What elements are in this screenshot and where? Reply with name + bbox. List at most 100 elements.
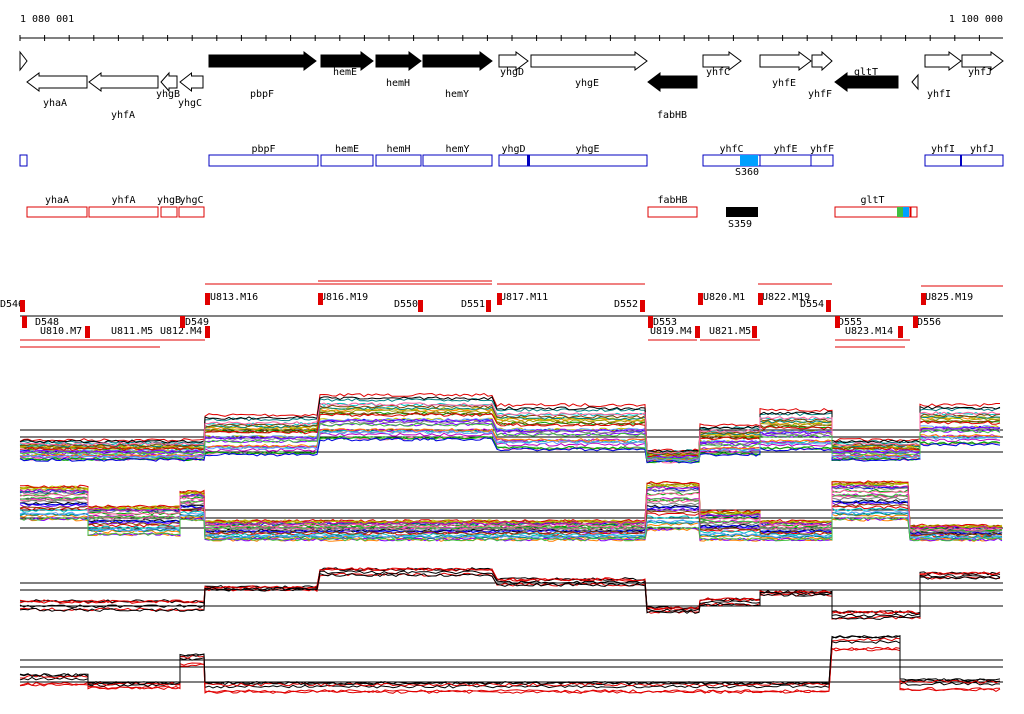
- red-mark: [897, 207, 903, 217]
- red-label: yhfA: [111, 195, 135, 206]
- segment-mark: [752, 326, 757, 338]
- red-mark: [903, 207, 909, 217]
- expression-trace: [19, 412, 1001, 458]
- expression-trace: [19, 572, 1001, 620]
- blue-label: hemE: [335, 144, 359, 155]
- blue-box: [208, 154, 319, 167]
- expression-trace: [19, 489, 1003, 531]
- gene-arrow: [179, 71, 204, 93]
- segment-mark: [648, 316, 653, 328]
- expression-trace: [19, 402, 1001, 455]
- gene-label: fabHB: [657, 110, 687, 121]
- expression-trace: [19, 570, 1001, 618]
- blue-box: [759, 154, 812, 167]
- gene-arrow: [498, 51, 529, 71]
- expression-trace: [19, 634, 1001, 686]
- segment-label: D556: [917, 317, 941, 328]
- gene-arrow: [320, 51, 374, 71]
- feature-box: [740, 155, 758, 166]
- expression-trace: [19, 392, 1000, 452]
- segment-label: D548: [35, 317, 59, 328]
- gene-arrow: [911, 73, 919, 91]
- segment-label: U825.M19: [925, 292, 973, 303]
- gene-arrow: [961, 51, 1004, 71]
- gene-label: yhfC: [706, 67, 730, 78]
- expression-trace: [19, 422, 1001, 460]
- segment-label: U811.M5: [111, 326, 153, 337]
- segment-label: D554: [800, 299, 824, 310]
- feature-label: S359: [728, 219, 752, 230]
- expression-trace: [20, 637, 1001, 687]
- blue-box: [320, 154, 374, 167]
- gene-label: yhaA: [43, 98, 67, 109]
- expression-trace: [19, 484, 1003, 530]
- gene-arrow: [88, 72, 159, 92]
- gene-arrow: [834, 72, 899, 92]
- blue-mark: [527, 155, 530, 166]
- gene-label: yhfA: [111, 110, 135, 121]
- segment-label: U819.M4: [650, 326, 692, 337]
- red-box: [647, 206, 698, 218]
- blue-box: [527, 154, 648, 167]
- red-box: [88, 206, 159, 218]
- red-box: [834, 206, 911, 218]
- blue-label: yhfE: [773, 144, 797, 155]
- blue-mark: [960, 155, 962, 166]
- expression-trace: [19, 572, 1001, 620]
- red-box: [160, 206, 178, 218]
- ruler-end: 1 100 000: [949, 14, 1003, 25]
- expression-trace: [19, 437, 1001, 464]
- segment-mark: [640, 300, 645, 312]
- expression-trace: [19, 482, 1002, 529]
- gene-arrow: [160, 71, 178, 93]
- red-box: [910, 206, 918, 218]
- expression-trace: [19, 435, 1001, 464]
- expression-trace: [19, 516, 1003, 542]
- expression-trace: [19, 430, 1000, 462]
- expression-trace: [19, 480, 1003, 528]
- gene-label: yhfI: [927, 89, 951, 100]
- feature-box: [726, 207, 758, 217]
- blue-label: pbpF: [251, 144, 275, 155]
- expression-trace: [19, 432, 1001, 462]
- blue-box: [498, 154, 529, 167]
- gene-label: pbpF: [250, 89, 274, 100]
- gene-arrow: [19, 50, 28, 72]
- ruler-start: 1 080 001: [20, 14, 74, 25]
- segment-mark: [898, 326, 903, 338]
- blue-box: [810, 154, 834, 167]
- gene-arrow: [759, 51, 812, 71]
- expression-trace: [19, 567, 1001, 615]
- gene-arrow: [375, 51, 422, 71]
- red-label: gltT: [860, 195, 884, 206]
- segment-mark: [85, 326, 90, 338]
- segment-mark: [698, 293, 703, 305]
- gene-arrow: [530, 51, 648, 71]
- gene-arrow: [811, 50, 833, 72]
- segment-label: U821.M5: [709, 326, 751, 337]
- blue-label: yhgE: [575, 144, 599, 155]
- feature-label: S360: [735, 167, 759, 178]
- segment-label: D550: [394, 299, 418, 310]
- gene-label: hemH: [386, 78, 410, 89]
- gene-label: hemE: [333, 67, 357, 78]
- expression-trace: [19, 640, 1001, 689]
- blue-box: [375, 154, 422, 167]
- segment-mark: [180, 316, 185, 328]
- segment-label: D552: [614, 299, 638, 310]
- gene-label: yhfF: [808, 89, 832, 100]
- red-label: fabHB: [657, 195, 687, 206]
- gene-label: gltT: [854, 67, 878, 78]
- segment-label: D553: [653, 317, 677, 328]
- gene-arrow: [208, 51, 317, 71]
- red-box: [178, 206, 205, 218]
- blue-label: yhfI: [931, 144, 955, 155]
- gene-label: yhfJ: [968, 67, 992, 78]
- segment-mark: [486, 300, 491, 312]
- gene-label: yhfE: [772, 78, 796, 89]
- segment-label: U812.M4: [160, 326, 202, 337]
- segment-mark: [826, 300, 831, 312]
- gene-label: yhgB: [156, 89, 180, 100]
- segment-mark: [695, 326, 700, 338]
